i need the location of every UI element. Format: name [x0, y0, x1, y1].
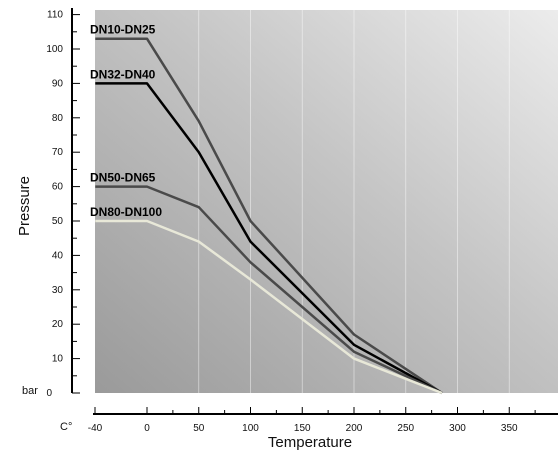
x-tick-label: 350	[501, 423, 518, 434]
y-tick-label: 20	[52, 319, 64, 330]
y-tick-label: 30	[52, 285, 64, 296]
y-axis-title: Pressure	[16, 176, 33, 236]
y-axis-unit: bar	[22, 385, 38, 397]
x-axis-unit: C°	[60, 421, 72, 433]
x-tick-label: 100	[242, 423, 259, 434]
x-tick-label: 200	[346, 423, 363, 434]
y-tick-label: 100	[46, 44, 63, 55]
x-tick-label: 150	[294, 423, 311, 434]
x-axis-title: Temperature	[268, 434, 352, 451]
y-tick-label: 40	[52, 250, 64, 261]
y-tick-label: 50	[52, 216, 64, 227]
y-tick-label: 80	[52, 113, 64, 124]
x-tick-label: -40	[88, 423, 103, 434]
series-label: DN80-DN100	[90, 205, 162, 219]
x-tick-label: 250	[397, 423, 414, 434]
y-tick-label: 0	[46, 388, 52, 399]
series-label: DN10-DN25	[90, 23, 156, 37]
y-tick-label: 110	[47, 10, 63, 21]
y-tick-label: 60	[52, 182, 64, 193]
x-tick-label: 50	[193, 423, 205, 434]
y-tick-label: 90	[52, 78, 64, 89]
x-tick-label: 0	[144, 423, 150, 434]
series-label: DN32-DN40	[90, 67, 156, 81]
x-tick-label: 300	[449, 423, 466, 434]
series-label: DN50-DN65	[90, 171, 156, 185]
y-tick-label: 70	[52, 147, 64, 158]
y-tick-label: 10	[52, 354, 64, 365]
